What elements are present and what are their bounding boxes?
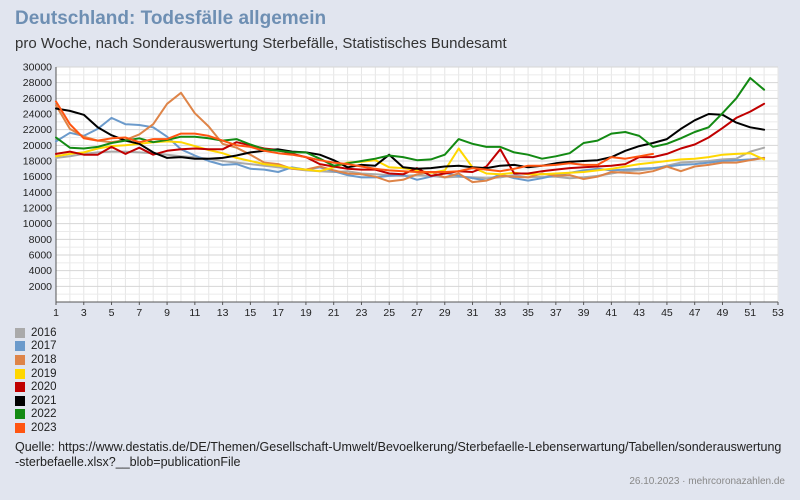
x-tick-label: 1	[53, 307, 59, 319]
legend-item-2016: 2016	[15, 326, 57, 340]
legend-label: 2019	[31, 367, 57, 380]
y-tick-label: 20000	[23, 140, 52, 152]
x-tick-label: 23	[356, 307, 368, 319]
x-tick-label: 25	[383, 307, 395, 319]
x-tick-label: 11	[189, 307, 200, 319]
x-tick-label: 17	[272, 307, 284, 319]
x-tick-label: 21	[328, 307, 340, 319]
legend-label: 2020	[31, 381, 57, 394]
y-tick-label: 2000	[29, 281, 53, 293]
series-line-2021	[55, 107, 766, 170]
legend-swatch	[15, 422, 25, 433]
y-tick-label: 16000	[23, 171, 52, 183]
x-tick-label: 5	[109, 307, 115, 319]
legend-label: 2023	[31, 421, 57, 434]
y-tick-label: 30000	[23, 62, 52, 74]
x-tick-label: 13	[217, 307, 229, 319]
x-tick-label: 31	[467, 307, 479, 319]
y-tick-label: 8000	[29, 234, 53, 246]
legend-label: 2017	[31, 340, 57, 353]
chart-subtitle: pro Woche, nach Sonderauswertung Sterbef…	[15, 35, 507, 52]
legend-item-2020: 2020	[15, 380, 57, 394]
x-tick-label: 15	[245, 307, 257, 319]
legend-swatch	[15, 409, 25, 420]
y-tick-label: 22000	[23, 124, 52, 136]
x-tick-label: 43	[633, 307, 645, 319]
legend-label: 2016	[31, 326, 57, 339]
y-tick-label: 24000	[23, 109, 52, 121]
legend-label: 2018	[31, 353, 57, 366]
y-tick-label: 18000	[23, 156, 52, 168]
series-line-2018	[55, 91, 766, 184]
source-note[interactable]: Quelle: https://www.destatis.de/DE/Theme…	[15, 440, 782, 469]
x-tick-label: 37	[550, 307, 562, 319]
chart-legend: 2016 2017 2018 2019 2020 2021 2022 2023	[15, 326, 57, 435]
legend-swatch	[15, 395, 25, 406]
x-tick-label: 47	[689, 307, 701, 319]
legend-label: 2022	[31, 408, 57, 421]
x-tick-label: 3	[81, 307, 87, 319]
x-tick-label: 35	[522, 307, 534, 319]
x-tick-label: 9	[164, 307, 170, 319]
x-tick-label: 51	[744, 307, 756, 319]
x-tick-label: 41	[606, 307, 618, 319]
x-tick-label: 29	[439, 307, 451, 319]
x-tick-label: 49	[717, 307, 729, 319]
y-tick-label: 10000	[23, 218, 52, 230]
legend-item-2018: 2018	[15, 353, 57, 367]
footer-credit: 26.10.2023 · mehrcoronazahlen.de	[629, 476, 785, 487]
legend-item-2022: 2022	[15, 408, 57, 422]
series-line-2022	[55, 77, 766, 167]
x-tick-label: 19	[300, 307, 312, 319]
chart-title: Deutschland: Todesfälle allgemein	[15, 8, 327, 29]
x-tick-label: 33	[494, 307, 506, 319]
legend-label: 2021	[31, 394, 57, 407]
x-tick-label: 39	[578, 307, 590, 319]
y-tick-label: 28000	[23, 77, 52, 89]
y-tick-label: 12000	[23, 203, 52, 215]
y-tick-label: 6000	[29, 250, 53, 262]
legend-swatch	[15, 341, 25, 352]
legend-swatch	[15, 368, 25, 379]
legend-item-2023: 2023	[15, 421, 57, 435]
legend-item-2019: 2019	[15, 367, 57, 381]
y-tick-label: 26000	[23, 93, 52, 105]
legend-swatch	[15, 382, 25, 393]
x-tick-label: 45	[661, 307, 673, 319]
legend-item-2017: 2017	[15, 340, 57, 354]
series-line-2019	[55, 140, 766, 176]
legend-swatch	[15, 354, 25, 365]
y-tick-label: 4000	[29, 265, 53, 277]
x-tick-label: 7	[136, 307, 142, 319]
x-tick-label: 27	[411, 307, 423, 319]
series-line-2016	[55, 146, 766, 180]
series-line-2023	[55, 100, 654, 173]
legend-item-2021: 2021	[15, 394, 57, 408]
y-tick-label: 14000	[23, 187, 52, 199]
legend-swatch	[15, 327, 25, 338]
x-tick-label: 53	[772, 307, 784, 319]
